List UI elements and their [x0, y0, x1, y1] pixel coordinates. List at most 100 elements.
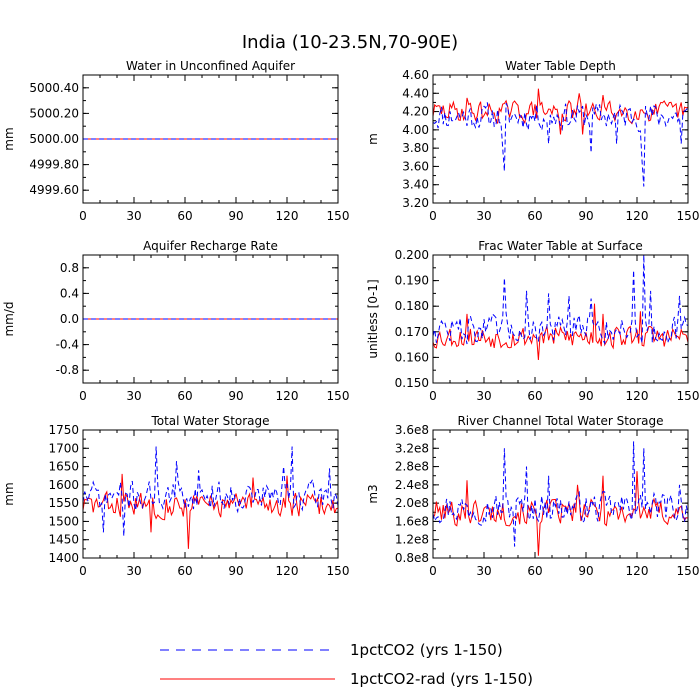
y-tick-label: 2.8e8 — [395, 460, 429, 474]
y-tick-label: 1500 — [48, 514, 79, 528]
y-tick-label: 0.180 — [395, 299, 429, 313]
x-tick-label: 0 — [79, 389, 87, 403]
x-tick-label: 30 — [126, 564, 141, 578]
x-tick-label: 30 — [476, 564, 491, 578]
y-tick-label: 1400 — [48, 551, 79, 565]
y-tick-label: 1750 — [48, 423, 79, 437]
panel-2: Aquifer Recharge Rate mm/d 0 30 60 90 120 150 -0… — [2, 239, 349, 403]
x-tick-label: 60 — [527, 209, 542, 223]
panel-3: Frac Water Table at Surface unitless [0-1… — [366, 239, 699, 403]
x-tick-label: 90 — [228, 389, 243, 403]
legend: 1pctCO2 (yrs 1-150) 1pctCO2-rad (yrs 1-1… — [160, 641, 533, 688]
y-tick-label: 1.2e8 — [395, 533, 429, 547]
series-1pctco2-line — [433, 255, 688, 346]
panel-title: Water in Unconfined Aquifer — [126, 59, 295, 73]
x-tick-label: 120 — [626, 564, 649, 578]
y-tick-label: 3.20 — [402, 196, 429, 210]
panel-5: River Channel Total Water Storage m3 0 30 60… — [366, 414, 699, 578]
y-axis-label: m3 — [366, 484, 380, 503]
y-tick-label: 1700 — [48, 441, 79, 455]
legend-label-1pctco2: 1pctCO2 (yrs 1-150) — [350, 641, 503, 659]
x-tick-label: 90 — [578, 564, 593, 578]
x-tick-label: 90 — [578, 389, 593, 403]
y-tick-label: 1450 — [48, 533, 79, 547]
x-tick-label: 0 — [79, 209, 87, 223]
x-tick-label: 90 — [228, 209, 243, 223]
plot-frame — [82, 74, 339, 204]
y-tick-label: 5000.20 — [29, 106, 79, 120]
y-tick-label: 1650 — [48, 460, 79, 474]
panel-title: River Channel Total Water Storage — [457, 414, 663, 428]
x-tick-label: 120 — [276, 209, 299, 223]
y-tick-label: 4999.80 — [29, 158, 79, 172]
y-tick-label: 4.00 — [402, 123, 429, 137]
plot-frame — [432, 254, 689, 384]
panel-0: Water in Unconfined Aquifer mm 0 30 60 90 120 1… — [2, 59, 349, 223]
y-tick-label: 0.170 — [395, 325, 429, 339]
y-tick-label: 3.80 — [402, 141, 429, 155]
x-tick-label: 120 — [276, 564, 299, 578]
series-1pctco2-rad-line — [433, 303, 688, 360]
x-tick-label: 120 — [626, 389, 649, 403]
y-tick-label: 0.4 — [60, 286, 79, 300]
y-axis-label: mm — [2, 482, 16, 505]
y-tick-label: 0.150 — [395, 376, 429, 390]
plot-frame — [82, 254, 339, 384]
legend-label-1pctco2-rad: 1pctCO2-rad (yrs 1-150) — [350, 670, 533, 688]
x-tick-label: 150 — [327, 209, 350, 223]
y-tick-label: -0.4 — [56, 338, 79, 352]
plot-frame — [82, 429, 339, 559]
panel-title: Total Water Storage — [150, 414, 269, 428]
y-tick-label: 3.40 — [402, 178, 429, 192]
plot-frame — [432, 429, 689, 559]
y-tick-label: -0.8 — [56, 363, 79, 377]
x-tick-label: 150 — [327, 564, 350, 578]
y-tick-label: 0.8e8 — [395, 551, 429, 565]
x-tick-label: 120 — [626, 209, 649, 223]
series-1pctco2-line — [433, 441, 688, 547]
x-tick-label: 150 — [677, 389, 700, 403]
y-tick-label: 2.0e8 — [395, 496, 429, 510]
y-tick-label: 2.4e8 — [395, 478, 429, 492]
x-tick-label: 90 — [228, 564, 243, 578]
y-tick-label: 5000.00 — [29, 132, 79, 146]
y-tick-label: 1.6e8 — [395, 514, 429, 528]
y-tick-label: 0.160 — [395, 350, 429, 364]
x-tick-label: 150 — [327, 389, 350, 403]
y-axis-label: unitless [0-1] — [366, 279, 380, 358]
y-tick-label: 3.2e8 — [395, 441, 429, 455]
x-tick-label: 30 — [126, 209, 141, 223]
x-tick-label: 60 — [177, 564, 192, 578]
panel-1: Water Table Depth m 0 30 60 90 120 150 3.20 3.40 3… — [366, 59, 699, 223]
x-tick-label: 90 — [578, 209, 593, 223]
y-tick-label: 0.190 — [395, 274, 429, 288]
x-tick-label: 0 — [429, 564, 437, 578]
y-tick-label: 1550 — [48, 496, 79, 510]
y-tick-label: 5000.40 — [29, 81, 79, 95]
x-tick-label: 150 — [677, 564, 700, 578]
x-tick-label: 30 — [476, 209, 491, 223]
y-tick-label: 1600 — [48, 478, 79, 492]
x-tick-label: 0 — [79, 564, 87, 578]
x-tick-label: 0 — [429, 209, 437, 223]
x-tick-label: 60 — [527, 564, 542, 578]
figure-title: India (10-23.5N,70-90E) — [242, 32, 458, 53]
x-tick-label: 60 — [527, 389, 542, 403]
y-tick-label: 3.6e8 — [395, 423, 429, 437]
x-tick-label: 120 — [276, 389, 299, 403]
y-axis-label: m — [366, 133, 380, 145]
x-tick-label: 150 — [677, 209, 700, 223]
y-tick-label: 4.40 — [402, 86, 429, 100]
y-tick-label: 4.20 — [402, 105, 429, 119]
panel-title: Water Table Depth — [505, 59, 616, 73]
panel-title: Aquifer Recharge Rate — [143, 239, 278, 253]
series-1pctco2-rad-line — [433, 471, 688, 556]
y-axis-label: mm/d — [2, 301, 16, 336]
series-1pctco2-line — [83, 446, 338, 537]
panel-4: Total Water Storage mm 0 30 60 90 120 150 1400 14… — [2, 414, 349, 578]
x-tick-label: 60 — [177, 209, 192, 223]
series-1pctco2-line — [433, 102, 688, 187]
x-tick-label: 30 — [476, 389, 491, 403]
y-tick-label: 4.60 — [402, 68, 429, 82]
